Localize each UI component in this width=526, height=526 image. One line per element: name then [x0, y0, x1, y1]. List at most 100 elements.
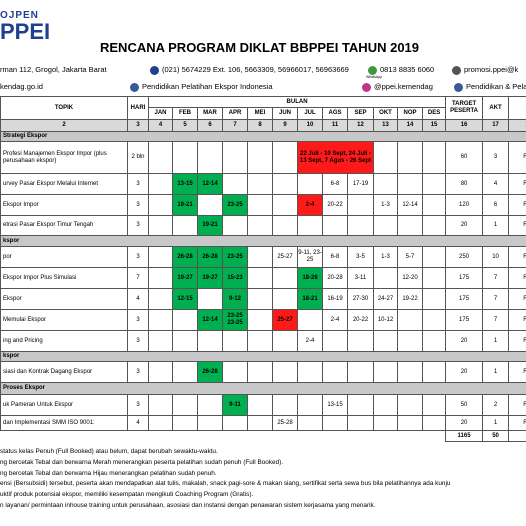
head-month: JAN: [148, 107, 173, 120]
empty-month: [272, 215, 298, 236]
program-row: Ekspor Impor Plus Simulasi 7 19-27 19-27 15-…: [0, 267, 526, 289]
empty-month: [197, 330, 223, 352]
empty-month: [397, 215, 423, 236]
program-row: por 3 26-28 26-28 23-25 25-27 9-11, 23-25 6-8 3-…: [0, 246, 526, 268]
section-title: Proses Ekspor: [0, 382, 526, 395]
total-spacer: [1, 431, 446, 442]
empty-month: [397, 415, 423, 431]
col-number: 10: [297, 119, 323, 132]
empty-month: [421, 215, 447, 236]
empty-month: [373, 141, 398, 174]
hari: 3: [127, 330, 149, 352]
col-number: 13: [373, 119, 398, 132]
head-month: MEI: [247, 107, 273, 120]
empty-month: [421, 394, 447, 416]
empty-month: [373, 173, 398, 195]
empty-month: [373, 215, 398, 236]
phone: (021) 5674229 Ext. 106, 5663309, 5696601…: [150, 65, 349, 75]
empty-month: [272, 330, 298, 352]
head-month: JUN: [272, 107, 298, 120]
empty-month: [247, 267, 273, 289]
akt: 7: [482, 288, 510, 310]
schedule: 19-27: [172, 267, 198, 289]
head-month: SEP: [347, 107, 374, 120]
empty-month: [222, 173, 248, 195]
program-row: Ekspor 4 12-15 9-12 18-21 16-19 27-30 24-27 19-2…: [0, 288, 526, 310]
empty-month: [148, 267, 173, 289]
empty-month: [347, 330, 374, 352]
empty-month: [421, 415, 447, 431]
akt: 7: [482, 309, 510, 331]
head-last: I: [508, 96, 526, 120]
note: uktif produk potensial ekspor, memiliki …: [0, 491, 254, 499]
facebook2-text: Pendidikan & Pelat: [466, 82, 526, 91]
empty-month: [172, 415, 198, 431]
empty-month: [272, 361, 298, 383]
empty-month: [272, 194, 298, 216]
empty-month: [197, 194, 223, 216]
schedule: 19-21: [197, 215, 223, 236]
akt: 1: [482, 415, 510, 431]
empty-month: [148, 415, 173, 431]
topik: Ekspor Impor: [0, 194, 128, 216]
empty-month: [421, 288, 447, 310]
head-bulan: BULAN: [147, 96, 447, 108]
empty-month: [421, 267, 447, 289]
schedule: 23-25: [222, 194, 248, 216]
hari: 3: [127, 309, 149, 331]
empty-month: [421, 246, 447, 268]
target: 120: [445, 194, 484, 216]
akt: 7: [482, 267, 510, 289]
empty-month: [347, 215, 374, 236]
empty-month: [172, 394, 198, 416]
col-number: 12: [347, 119, 374, 132]
empty-month: [397, 141, 423, 174]
schedule: 19-21: [172, 194, 198, 216]
empty-month: [347, 361, 374, 383]
website: kendag.go.id: [0, 82, 43, 91]
target: 50: [445, 394, 484, 416]
empty-month: [148, 394, 173, 416]
empty-month: [197, 141, 223, 174]
program-row: urvey Pasar Ekspor Melalui Internet 3 13-1…: [0, 173, 526, 195]
note: ng bercetak Tebal dan berwarna Hijau men…: [0, 469, 217, 477]
email-text: promosi.ppei@k: [464, 65, 519, 74]
hari: 3: [127, 246, 149, 268]
topik: urvey Pasar Ekspor Melalui Internet: [0, 173, 128, 195]
topik: uk Pameran Untuk Ekspor: [0, 394, 128, 416]
logo-main: PPEI: [0, 19, 51, 44]
empty-month: [297, 361, 323, 383]
schedule: 9-12: [222, 288, 248, 310]
akt: 3: [482, 141, 510, 174]
empty-month: [148, 309, 173, 331]
topik: Memulai Ekspor: [0, 309, 128, 331]
last: Rp: [508, 394, 526, 416]
schedule: 9-11, 23-25: [297, 246, 323, 268]
empty-month: [272, 288, 298, 310]
col-number: 16: [445, 119, 484, 132]
address: rman 112, Grogol, Jakarta Barat: [0, 65, 107, 74]
schedule: 19-22: [397, 288, 423, 310]
head-month: NOP: [397, 107, 423, 120]
empty-month: [397, 173, 423, 195]
schedule: 18-21: [297, 288, 323, 310]
empty-month: [247, 330, 273, 352]
akt: 6: [482, 194, 510, 216]
empty-month: [247, 246, 273, 268]
empty-month: [172, 330, 198, 352]
akt: 10: [482, 246, 510, 268]
schedule: 16-19: [322, 288, 348, 310]
topik: dan Implementasi SMM ISO 9001:: [0, 415, 128, 431]
empty-month: [247, 141, 273, 174]
topik: ing and Pricing: [0, 330, 128, 352]
empty-month: [297, 415, 323, 431]
akt: 2: [482, 394, 510, 416]
head-month: OKT: [373, 107, 398, 120]
empty-month: [222, 415, 248, 431]
empty-month: [172, 215, 198, 236]
empty-month: [322, 415, 348, 431]
schedule: 20-22: [347, 309, 374, 331]
schedule: 18-26: [297, 267, 323, 289]
